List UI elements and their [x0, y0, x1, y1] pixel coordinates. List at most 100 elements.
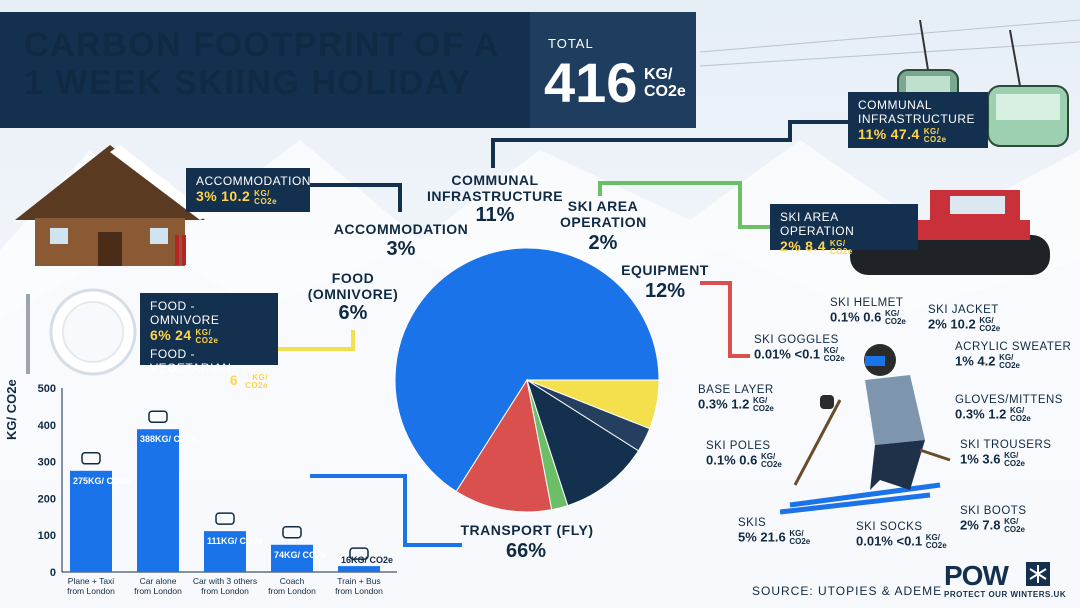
equipment-item: SKIS 5% 21.6 KG/ CO2e	[738, 516, 813, 546]
page-title: CARBON FOOTPRINT OF A 1 WEEK SKIING HOLI…	[24, 26, 499, 102]
brand-logo: POW	[944, 560, 1009, 591]
pie-label-transport: TRANSPORT (FLY)	[460, 522, 594, 538]
total-label: TOTAL	[548, 36, 594, 51]
equipment-item: ACRYLIC SWEATER 1% 4.2 KG/ CO2e	[955, 340, 1071, 370]
callout-ski-area-value: 8.4	[805, 238, 827, 254]
pie-label-food: FOOD (OMNIVORE)	[307, 270, 399, 302]
title-panel	[0, 12, 530, 128]
equipment-item-unit: KG/ CO2e	[1004, 517, 1025, 534]
callout-communal-pct: 11%	[858, 126, 887, 142]
bar	[338, 566, 380, 572]
bar-category-label: from London	[201, 586, 249, 596]
pie-pct-communal: 11%	[475, 204, 515, 226]
equipment-item-name: SKI GOGGLES	[754, 334, 839, 346]
gondola-icon	[897, 20, 1069, 147]
equipment-item-unit: KG/ CO2e	[1009, 406, 1031, 423]
bar-category-label: Car alone	[140, 576, 177, 586]
callout-communal-value: 47.4	[890, 126, 920, 142]
equipment-item-unit: KG/ CO2e	[823, 346, 845, 363]
pie-pct-accommodation: 3%	[386, 238, 416, 260]
pie-label-ski-area: SKI AREA OPERATION	[560, 198, 647, 230]
equipment-item-name: SKI POLES	[706, 440, 771, 452]
equipment-item-name: SKI HELMET	[830, 297, 904, 309]
equipment-item: SKI GOGGLES 0.01% <0.1 KG/ CO2e	[754, 333, 848, 363]
bar	[204, 531, 246, 572]
equipment-item-name: SKI SOCKS	[856, 521, 923, 533]
equipment-item-value: 2% 10.2 KG/ CO2e	[928, 317, 1003, 333]
callout-food: FOOD - OMNIVORE 6% 24 KG/ CO2e FOOD - VE…	[140, 293, 278, 389]
equipment-item-unit: KG/ CO2e	[760, 452, 782, 469]
bar-data-label: 16KG/ CO2e	[341, 555, 393, 565]
pie-label-equipment: EQUIPMENT	[621, 262, 709, 278]
equipment-item: SKI SOCKS 0.01% <0.1 KG/ CO2e	[856, 520, 950, 550]
equipment-item-name: SKIS	[738, 517, 767, 529]
callout-food-omni-name: FOOD - OMNIVORE	[150, 299, 220, 327]
bar-data-label: 111KG/ CO2e	[207, 536, 263, 546]
bar-category-label: from London	[268, 586, 316, 596]
bar-category-label: Car with 3 others	[193, 576, 257, 586]
equipment-item-value: 0.01% <0.1 KG/ CO2e	[856, 534, 950, 550]
equipment-item-unit: KG/ CO2e	[789, 529, 811, 546]
equipment-item-unit: KG/ CO2e	[1004, 451, 1025, 468]
pie-slice-3	[526, 378, 640, 507]
callout-accommodation-value: 10.2	[221, 188, 251, 204]
bar-data-label: 388KG/ CO2e	[140, 434, 197, 444]
equipment-item-name: SKI TROUSERS	[960, 439, 1052, 451]
bar-category-label: Plane + Taxi	[68, 576, 115, 586]
pie-chart	[394, 247, 660, 513]
pie-label-accommodation: ACCOMMODATION	[333, 221, 469, 237]
bar	[271, 544, 313, 572]
equipment-item: SKI BOOTS 2% 7.8 KG/ CO2e	[960, 504, 1028, 534]
equipment-item: SKI HELMET 0.1% 0.6 KG/ CO2e	[830, 296, 909, 326]
bar-data-label: 74KG/ CO2e	[274, 550, 326, 560]
callout-food-omni-value: 24	[175, 327, 192, 343]
callout-communal-unit: KG/ CO2e	[923, 126, 947, 144]
bar-y-tick-label: 200	[38, 493, 56, 505]
equipment-item-name: SKI BOOTS	[960, 505, 1027, 517]
callout-food-omni-unit: KG/ CO2e	[195, 327, 219, 345]
snowflake-icon	[1026, 562, 1050, 586]
total-panel	[530, 12, 696, 128]
callout-communal: COMMUNAL INFRASTRUCTURE 11% 47.4 KG/ CO2…	[848, 92, 988, 148]
bar-y-tick-label: 300	[38, 457, 56, 469]
callout-food-veg-name: FOOD - VEGETARIAN	[150, 346, 232, 375]
equipment-item-value: 0.3% 1.2 KG/ CO2e	[955, 407, 1063, 423]
equipment-item-value: 0.1% 0.6 KG/ CO2e	[706, 453, 785, 469]
equipment-item-unit: KG/ CO2e	[925, 533, 947, 550]
brand-subtitle: PROTECT OUR WINTERS.UK	[944, 590, 1067, 599]
bar-category-label: Coach	[280, 576, 305, 586]
equipment-item-unit: KG/ CO2e	[979, 316, 1001, 333]
equipment-item-value: 2% 7.8 KG/ CO2e	[960, 518, 1028, 534]
pie-pct-equipment: 12%	[644, 280, 686, 302]
equipment-item: GLOVES/MITTENS 0.3% 1.2 KG/ CO2e	[955, 393, 1063, 423]
equipment-item-unit: KG/ CO2e	[999, 353, 1020, 370]
bar-data-label: 275KG/ CO2e	[73, 476, 130, 486]
bar-y-tick-label: 100	[38, 530, 56, 542]
equipment-item-unit: KG/ CO2e	[752, 396, 774, 413]
equipment-item-name: BASE LAYER	[698, 384, 774, 396]
callout-food-omni-pct: 6%	[150, 327, 172, 343]
equipment-item-name: GLOVES/MITTENS	[955, 394, 1063, 406]
equipment-item-value: 1% 3.6 KG/ CO2e	[960, 452, 1051, 468]
person-car-icon	[148, 410, 168, 423]
pie-slice-1	[455, 378, 553, 513]
bar-category-label: from London	[67, 586, 115, 596]
equipment-item-value: 0.01% <0.1 KG/ CO2e	[754, 347, 848, 363]
pie-pct-transport: 66%	[505, 540, 547, 562]
equipment-item-name: ACRYLIC SWEATER	[955, 341, 1072, 353]
equipment-item-name: SKI JACKET	[928, 304, 999, 316]
callout-accommodation: ACCOMMODATION 3% 10.2 KG/ CO2e	[186, 168, 310, 212]
pie-label-communal: COMMUNAL INFRASTRUCTURE	[426, 172, 564, 204]
source-credit: SOURCE: UTOPIES & ADEME	[752, 584, 943, 598]
equipment-item-value: 1% 4.2 KG/ CO2e	[955, 354, 1071, 370]
bar	[137, 429, 179, 572]
chalet-icon	[15, 145, 210, 266]
callout-food-veg-unit: KG/ CO2e	[245, 372, 268, 390]
callout-ski-area: SKI AREA OPERATION 2% 8.4 KG/ CO2e	[770, 204, 918, 255]
equipment-item: SKI JACKET 2% 10.2 KG/ CO2e	[928, 303, 1003, 333]
callout-accommodation-pct: 3%	[196, 188, 218, 204]
plane-car-icon	[81, 452, 101, 465]
callout-ski-area-name: SKI AREA OPERATION	[780, 210, 855, 238]
